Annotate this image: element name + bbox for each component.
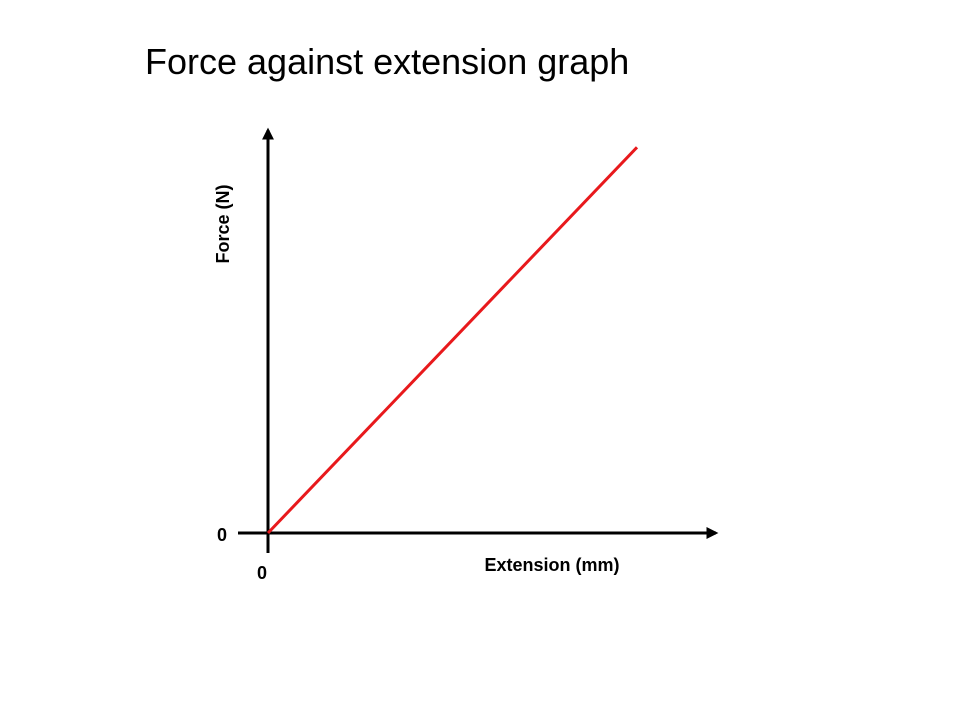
y-axis-label: Force (N) [213, 184, 233, 263]
x-tick-label: 0 [257, 563, 267, 583]
x-axis-label: Extension (mm) [484, 555, 619, 575]
data-line [266, 146, 639, 535]
y-tick-label: 0 [217, 525, 227, 545]
chart-title: Force against extension graph [145, 41, 629, 82]
